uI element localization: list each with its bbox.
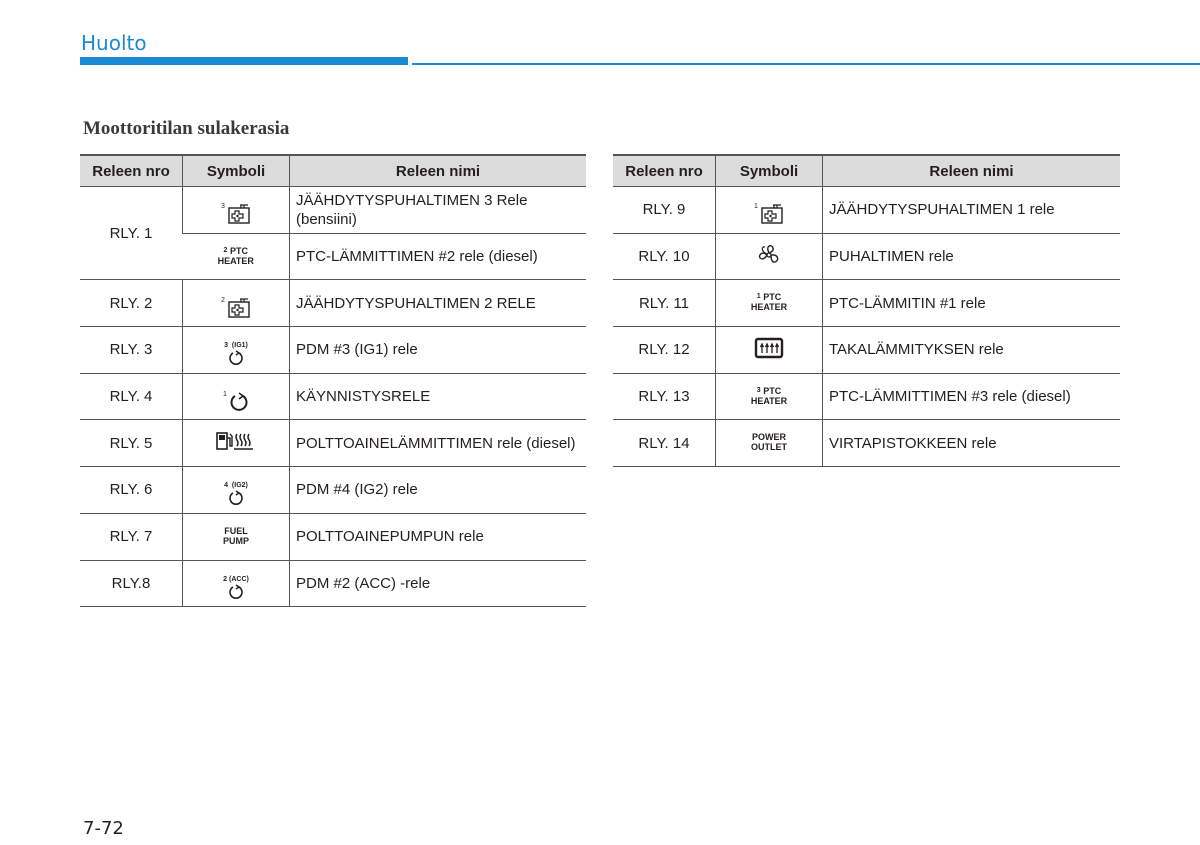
symbol-superscript: 2 xyxy=(221,296,225,304)
ignition-icon xyxy=(228,350,244,366)
table-row: RLY. 1 3 JÄÄHDYTYSPUHALTIMEN 3 Rele (ben… xyxy=(80,186,586,281)
blower-fan-icon xyxy=(756,243,782,267)
relay-number: RLY. 9 xyxy=(613,186,716,234)
symbol-cell xyxy=(182,419,290,468)
relay-name: PDM #4 (IG2) rele xyxy=(289,466,586,514)
symbol-superscript: 1 xyxy=(223,390,227,398)
relay-name: PTC-LÄMMITTIMEN #3 rele (diesel) xyxy=(822,373,1120,421)
symbol-cell: FUEL PUMP xyxy=(182,513,290,561)
symbol-cell xyxy=(715,326,823,374)
header-bar xyxy=(80,57,408,65)
table-row: RLY. 7 FUEL PUMP POLTTOAINEPUMPUN rele xyxy=(80,513,586,561)
symbol-cell: 4 (IG2) xyxy=(182,466,290,514)
symbol-cell xyxy=(715,233,823,281)
relay-number: RLY. 7 xyxy=(80,513,183,561)
table-row: RLY. 4 1 KÄYNNISTYSRELE xyxy=(80,373,586,421)
rear-defrost-icon xyxy=(754,337,784,359)
symbol-cell: 2 xyxy=(182,279,290,328)
relay-name: PDM #2 (ACC) -rele xyxy=(289,560,586,608)
ignition-icon xyxy=(228,490,244,506)
relay-number: RLY. 2 xyxy=(80,279,183,328)
relay-number: RLY.8 xyxy=(80,560,183,608)
relay-name: PDM #3 (IG1) rele xyxy=(289,326,586,374)
symbol-label: (IG1) xyxy=(231,342,248,350)
table-row: RLY. 5 POLTTOAINELÄMMITTIMEN rele (diese… xyxy=(80,419,586,468)
symbol-cell: 1 xyxy=(715,186,823,234)
relay-number: RLY. 1 xyxy=(80,186,183,281)
ignition-icon xyxy=(228,584,244,599)
table-header-row: Releen nro Symboli Releen nimi xyxy=(613,154,1120,187)
relay-name: JÄÄHDYTYSPUHALTIMEN 3 Rele (bensiini) xyxy=(289,186,586,234)
symbol-cell: POWER OUTLET xyxy=(715,419,823,468)
symbol-cell: 3 PTC HEATER xyxy=(715,373,823,421)
section-title: Moottoritilan sulakerasia xyxy=(83,118,290,139)
symbol-cell: 1 xyxy=(182,373,290,421)
symbol-cell: 2 PTC HEATER xyxy=(182,233,290,281)
relay-number: RLY. 3 xyxy=(80,326,183,374)
table-row: 2 PTC HEATER PTC-LÄMMITTIMEN #2 rele (die… xyxy=(80,233,586,281)
table-row: RLY.8 2 (ACC) PDM #2 (ACC) -rele xyxy=(80,560,586,608)
table-row: RLY. 11 1 PTC HEATER PTC-LÄMMITIN #1 rele xyxy=(613,279,1120,328)
table-row: RLY. 2 2 JÄÄHDYTYSPUHALTIMEN 2 RELE xyxy=(80,279,586,328)
relay-name: VIRTAPISTOKKEEN rele xyxy=(822,419,1120,468)
symbol-label: (IG2) xyxy=(231,482,248,490)
radiator-fan-icon xyxy=(227,298,251,318)
column-header-num: Releen nro xyxy=(613,154,716,187)
relay-name: TAKALÄMMITYKSEN rele xyxy=(822,326,1120,374)
relay-name: POLTTOAINELÄMMITTIMEN rele (diesel) xyxy=(289,419,586,468)
relay-number: RLY. 11 xyxy=(613,279,716,328)
symbol-superscript: 1 xyxy=(754,203,758,211)
relay-number: RLY. 6 xyxy=(80,466,183,514)
table-header-row: Releen nro Symboli Releen nimi xyxy=(80,154,586,187)
relay-number: RLY. 4 xyxy=(80,373,183,421)
relay-number: RLY. 12 xyxy=(613,326,716,374)
header-rule xyxy=(412,63,1200,65)
table-row: RLY. 6 4 (IG2) PDM #4 (IG2) rele xyxy=(80,466,586,514)
relay-number: RLY. 10 xyxy=(613,233,716,281)
relay-name: JÄÄHDYTYSPUHALTIMEN 2 RELE xyxy=(289,279,586,328)
power-outlet-symbol: POWER OUTLET xyxy=(751,432,787,453)
fuel-pump-symbol: FUEL PUMP xyxy=(222,525,249,546)
relay-number: RLY. 5 xyxy=(80,419,183,468)
relay-name: KÄYNNISTYSRELE xyxy=(289,373,586,421)
column-header-name: Releen nimi xyxy=(289,154,586,187)
relay-number: RLY. 14 xyxy=(613,419,716,468)
relay-name: PTC-LÄMMITTIMEN #2 rele (diesel) xyxy=(289,233,586,281)
column-header-name: Releen nimi xyxy=(822,154,1120,187)
relay-name: PTC-LÄMMITIN #1 rele xyxy=(822,279,1120,328)
fuel-heater-icon xyxy=(215,430,257,452)
symbol-superscript: 3 xyxy=(224,342,229,350)
symbol-label: (ACC) xyxy=(229,575,249,583)
symbol-superscript: 4 xyxy=(224,482,229,490)
symbol-superscript: 3 xyxy=(221,203,225,211)
table-row: RLY. 10 PUHALTIMEN rele xyxy=(613,233,1120,281)
header-title: Huolto xyxy=(81,31,147,55)
relay-number: RLY. 13 xyxy=(613,373,716,421)
symbol-superscript: 2 xyxy=(223,575,228,583)
ptc-heater-symbol: 3 PTC HEATER xyxy=(750,385,788,406)
column-header-symbol: Symboli xyxy=(182,154,290,187)
column-header-num: Releen nro xyxy=(80,154,183,187)
relay-name: PUHALTIMEN rele xyxy=(822,233,1120,281)
relay-name: POLTTOAINEPUMPUN rele xyxy=(289,513,586,561)
table-row: RLY. 3 3 (IG1) PDM #3 (IG1) rele xyxy=(80,326,586,374)
radiator-fan-icon xyxy=(760,204,784,225)
symbol-cell: 2 (ACC) xyxy=(182,560,290,608)
relay-name: JÄÄHDYTYSPUHALTIMEN 1 rele xyxy=(822,186,1120,234)
ptc-heater-symbol: 1 PTC HEATER xyxy=(750,292,788,313)
relay-table-left: Releen nro Symboli Releen nimi RLY. 1 3 … xyxy=(80,154,586,608)
ptc-heater-symbol: 2 PTC HEATER xyxy=(217,245,254,266)
ignition-icon xyxy=(229,391,249,411)
relay-table-right: Releen nro Symboli Releen nimi RLY. 9 1 … xyxy=(613,154,1120,468)
table-row: RLY. 9 1 JÄÄHDYTYSPUHALTIMEN 1 rele xyxy=(613,186,1120,234)
page-number: 7-72 xyxy=(83,818,124,839)
table-row: RLY. 14 POWER OUTLET VIRTAPISTOKKEEN rele xyxy=(613,419,1120,468)
symbol-cell: 3 (IG1) xyxy=(182,326,290,374)
symbol-cell: 1 PTC HEATER xyxy=(715,279,823,328)
radiator-fan-icon xyxy=(227,204,251,225)
table-row: RLY. 12 TAKALÄMMITYKSEN rele xyxy=(613,326,1120,374)
column-header-symbol: Symboli xyxy=(715,154,823,187)
table-row: RLY. 13 3 PTC HEATER PTC-LÄMMITTIMEN #3 r… xyxy=(613,373,1120,421)
symbol-cell: 3 xyxy=(182,186,290,234)
